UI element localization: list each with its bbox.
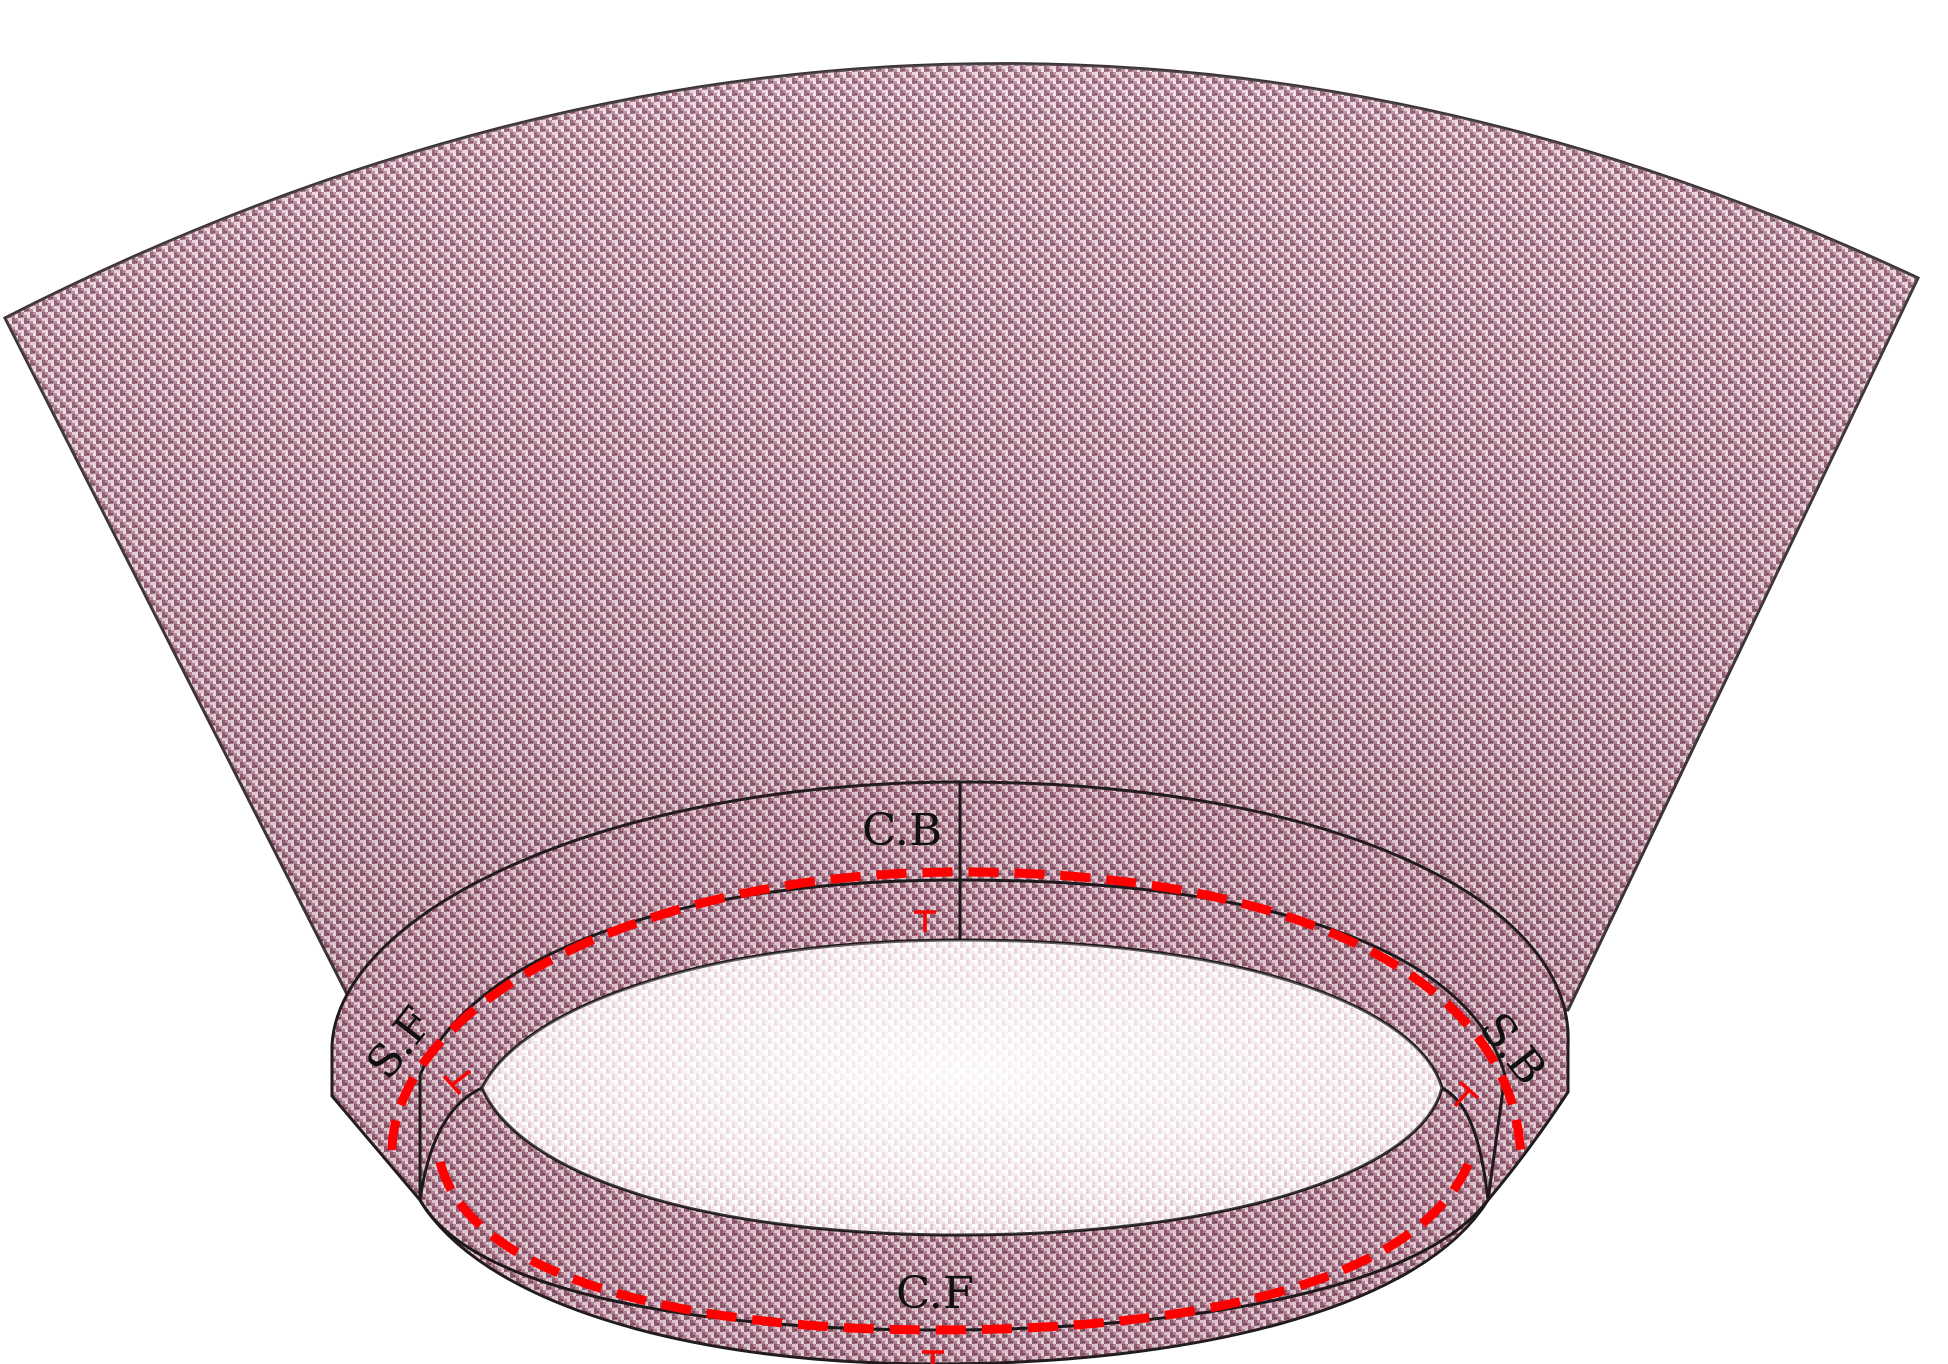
right-fold-diagonal [1486, 1074, 1507, 1201]
label-center-front: C.F [896, 1268, 974, 1319]
front-fold-line [418, 1199, 1490, 1332]
sleeve-panel [2, 62, 1921, 1012]
notch-marks [442, 910, 1480, 1364]
lower-fold-line-right [1441, 1086, 1490, 1201]
cuff-opening [480, 938, 1444, 1237]
label-center-back: C.B [862, 805, 942, 856]
lower-fold-line [418, 1086, 483, 1201]
notch-side-front [442, 1069, 472, 1096]
stitch-line [387, 867, 1527, 1335]
notch-side-back [1453, 1080, 1480, 1108]
notch-center-front [922, 1350, 944, 1364]
notch-center-back [914, 910, 936, 932]
